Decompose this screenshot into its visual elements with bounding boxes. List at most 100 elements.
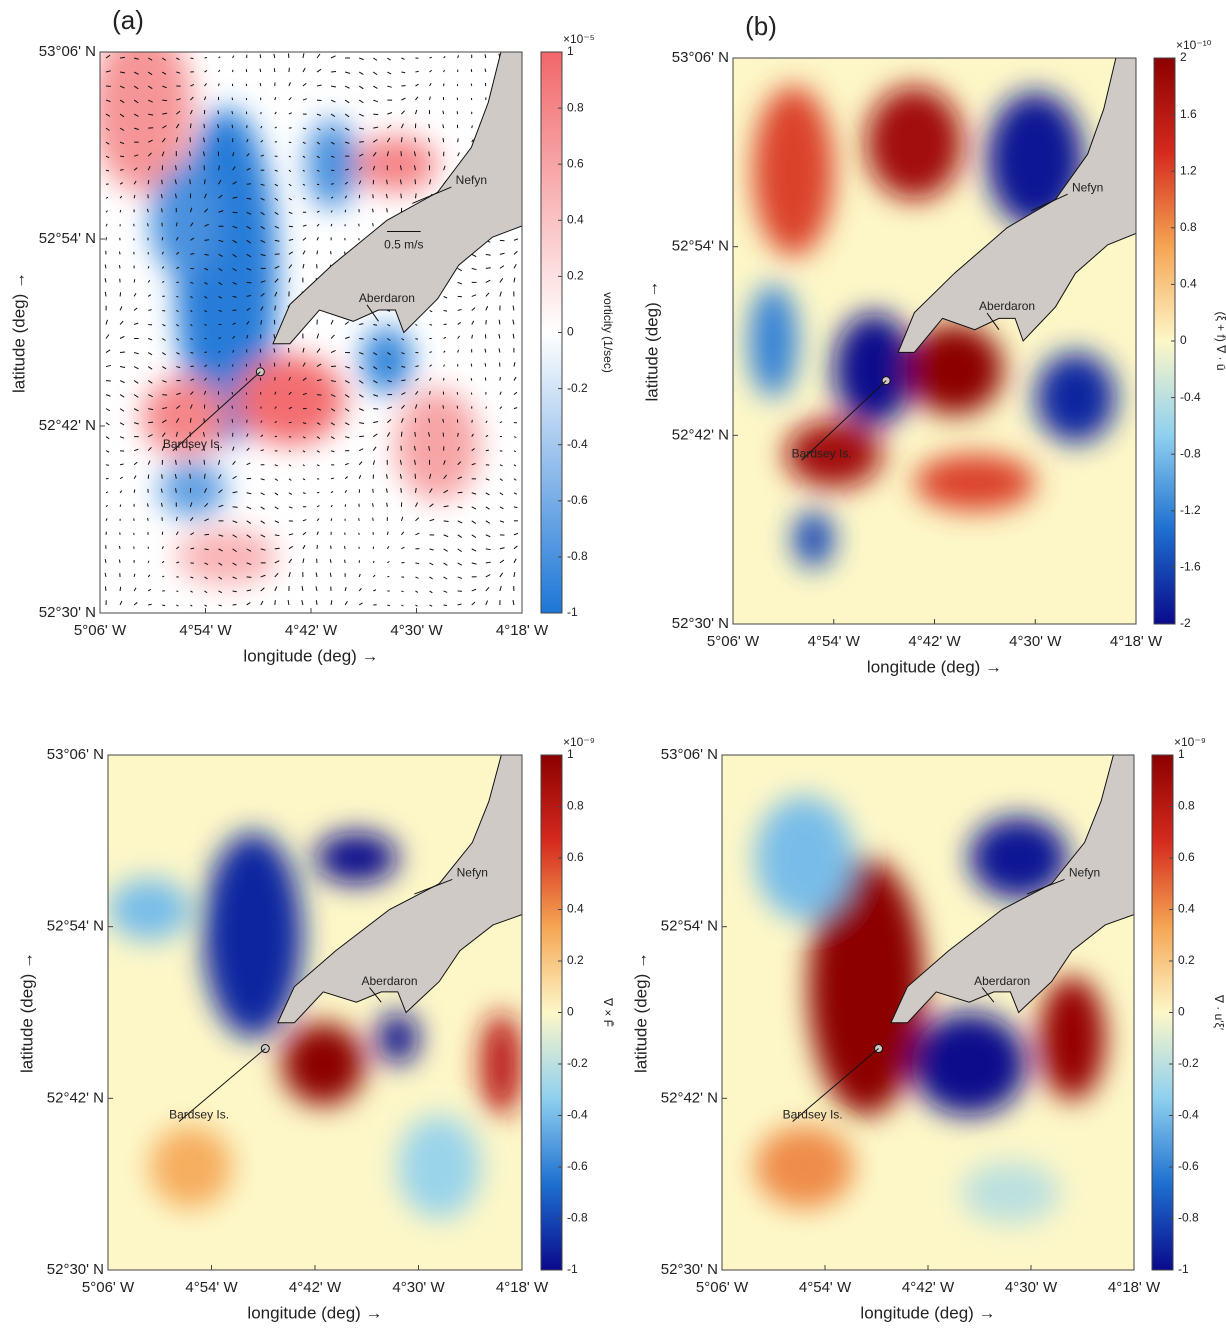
field-blob <box>866 86 963 199</box>
colorbar-tick-label: 1.6 <box>1180 107 1197 121</box>
velocity-arrow <box>331 184 334 185</box>
velocity-arrow <box>134 490 135 493</box>
field-blob <box>108 879 191 941</box>
field-blob <box>793 511 833 568</box>
annotation: Aberdaron <box>359 291 415 305</box>
velocity-arrow <box>120 505 121 507</box>
velocity-arrow <box>457 111 458 114</box>
x-tick-label: 4°54' W <box>185 1279 238 1296</box>
velocity-arrow <box>147 209 148 212</box>
velocity-arrow <box>500 451 502 452</box>
colorbar-exponent: ×10⁻⁹ <box>563 735 595 749</box>
annotation: Nefyn <box>1069 866 1100 880</box>
velocity-arrow <box>218 111 219 115</box>
colorbar-tick-label: 1 <box>567 747 574 761</box>
velocity-arrow <box>415 432 416 437</box>
colorbar-label: vorticity (1/sec) <box>601 292 615 373</box>
velocity-arrow <box>162 180 163 185</box>
velocity-arrow <box>289 362 290 366</box>
colorbar-tick-label: -0.6 <box>1178 1159 1199 1173</box>
velocity-arrow <box>401 562 404 563</box>
field-blob <box>282 1023 365 1105</box>
velocity-arrow <box>148 223 149 226</box>
velocity-arrow <box>331 478 334 479</box>
field <box>722 755 1134 1270</box>
velocity-arrow <box>486 562 491 563</box>
velocity-arrow <box>373 518 374 521</box>
velocity-arrow <box>275 254 280 255</box>
field-blob <box>834 313 915 426</box>
y-tick-label: 53°06' N <box>39 43 96 60</box>
velocity-arrow <box>471 84 472 86</box>
x-tick-label: 5°06' W <box>707 633 760 650</box>
y-tick-label: 52°30' N <box>47 1261 104 1278</box>
colorbar-tick-label: 0 <box>1178 1005 1185 1019</box>
colorbar-tick-label: 0.4 <box>1180 277 1197 291</box>
velocity-arrow <box>232 111 233 114</box>
velocity-arrow <box>190 179 191 184</box>
x-tick-label: 4°42' W <box>289 1279 342 1296</box>
velocity-arrow <box>444 605 447 606</box>
velocity-arrow <box>471 364 472 367</box>
velocity-arrow <box>119 546 120 549</box>
colorbar-tick-label: -0.2 <box>567 381 588 395</box>
velocity-arrow <box>106 465 109 466</box>
velocity-arrow <box>472 125 473 128</box>
velocity-arrow <box>148 561 149 563</box>
velocity-arrow <box>275 306 276 311</box>
y-tick-label: 53°06' N <box>661 746 718 763</box>
x-tick-label: 4°30' W <box>1009 633 1062 650</box>
colorbar-tick-label: 2 <box>1180 50 1187 64</box>
field <box>733 58 1136 624</box>
velocity-arrow <box>246 378 247 380</box>
velocity-arrow <box>471 378 472 380</box>
field-blob <box>914 454 1035 511</box>
colorbar-exponent: ×10⁻⁹ <box>1174 735 1206 749</box>
velocity-arrow <box>472 420 473 423</box>
velocity-arrow <box>415 137 416 142</box>
velocity-arrow <box>430 324 432 325</box>
velocity-arrow <box>232 392 233 395</box>
velocity-arrow <box>119 251 120 254</box>
colorbar-tick-label: 0.2 <box>567 953 584 967</box>
field-blob <box>235 355 345 445</box>
colorbar-tick-label: 0.6 <box>567 850 584 864</box>
velocity-arrow <box>331 600 332 605</box>
colorbar-tick-label: -0.2 <box>567 1056 588 1070</box>
colorbar-tick-label: -1.6 <box>1180 560 1201 574</box>
velocity-arrow <box>344 546 345 549</box>
x-tick-label: 4°54' W <box>179 622 232 639</box>
velocity-arrow <box>373 114 378 115</box>
velocity-arrow <box>190 353 193 354</box>
velocity-arrow <box>499 320 500 325</box>
field-blob <box>755 1126 854 1208</box>
field-blob <box>961 1162 1060 1224</box>
velocity-arrow <box>359 436 364 437</box>
colorbar-label: ∇ · u′ξ′ <box>1212 994 1226 1031</box>
velocity-arrow <box>373 489 374 493</box>
colorbar-tick-label: 1 <box>567 44 574 58</box>
velocity-arrow <box>204 179 205 184</box>
velocity-arrow <box>486 407 487 409</box>
x-axis-label: longitude (deg) → <box>247 1303 382 1322</box>
velocity-arrow <box>219 83 220 86</box>
x-tick-label: 4°42' W <box>902 1279 955 1296</box>
velocity-arrow <box>415 71 418 72</box>
velocity-arrow <box>162 100 167 101</box>
colorbar-tick-label: 0.4 <box>567 902 584 916</box>
y-tick-label: 52°30' N <box>672 615 729 632</box>
velocity-arrow <box>457 392 458 394</box>
velocity-arrow <box>190 474 191 479</box>
velocity-arrow <box>317 251 318 255</box>
velocity-arrow <box>120 57 125 58</box>
colorbar-tick-label: 0.8 <box>567 799 584 813</box>
y-tick-label: 52°30' N <box>661 1261 718 1278</box>
field-blob <box>395 389 479 501</box>
x-tick-label: 4°42' W <box>908 633 961 650</box>
colorbar-tick-label: 0.8 <box>567 100 584 114</box>
velocity-arrow <box>162 605 165 606</box>
field <box>108 755 522 1270</box>
field-blob <box>755 796 854 920</box>
field-blob <box>749 284 797 397</box>
